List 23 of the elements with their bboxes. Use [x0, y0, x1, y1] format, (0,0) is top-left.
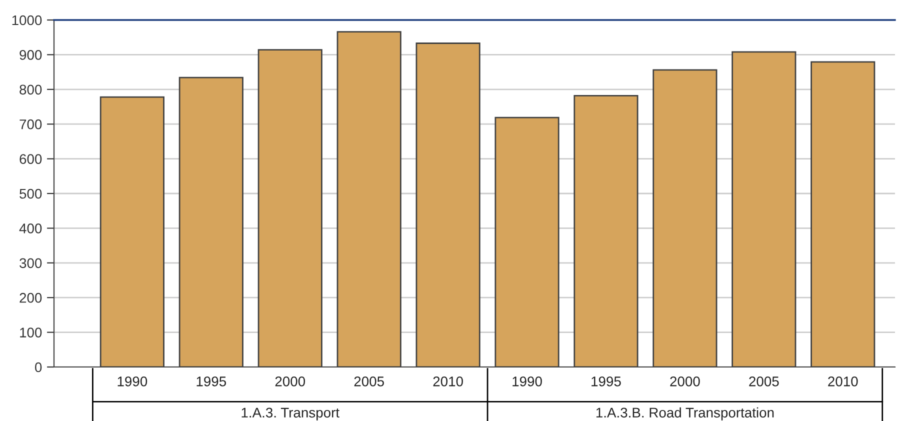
- y-tick-label: 900: [20, 50, 42, 60]
- x-tick-label: 1990: [512, 376, 542, 386]
- x-tick-label: 1995: [592, 376, 621, 386]
- text: 1.A.3.B. Road Transportation: [596, 407, 774, 420]
- x-tick-label: 2010: [828, 376, 858, 386]
- x-tick-label: 2000: [670, 376, 700, 386]
- y-tick-label: 0: [35, 362, 42, 372]
- y-tick-label: 400: [19, 224, 42, 234]
- x-tick-label: 2010: [433, 376, 463, 386]
- x-tick-label: 2000: [275, 376, 306, 386]
- y-tick-label: 500: [20, 188, 42, 199]
- x-tick-label: 1990: [118, 376, 148, 386]
- x-tick-label: 2005: [749, 376, 779, 386]
- x-tick-label: 1995: [196, 376, 226, 386]
- y-tick-label: 800: [20, 84, 42, 95]
- y-tick-label: 700: [20, 119, 42, 130]
- x-tick-label: 2005: [354, 376, 384, 386]
- y-tick-label: 300: [20, 258, 42, 268]
- y-tick-label: 600: [20, 154, 42, 164]
- y-tick-label: 100: [20, 328, 42, 338]
- y-tick-label: 1000: [12, 15, 42, 26]
- y-tick-label: 200: [20, 292, 42, 303]
- text: 1.A.3. Transport: [242, 408, 340, 420]
